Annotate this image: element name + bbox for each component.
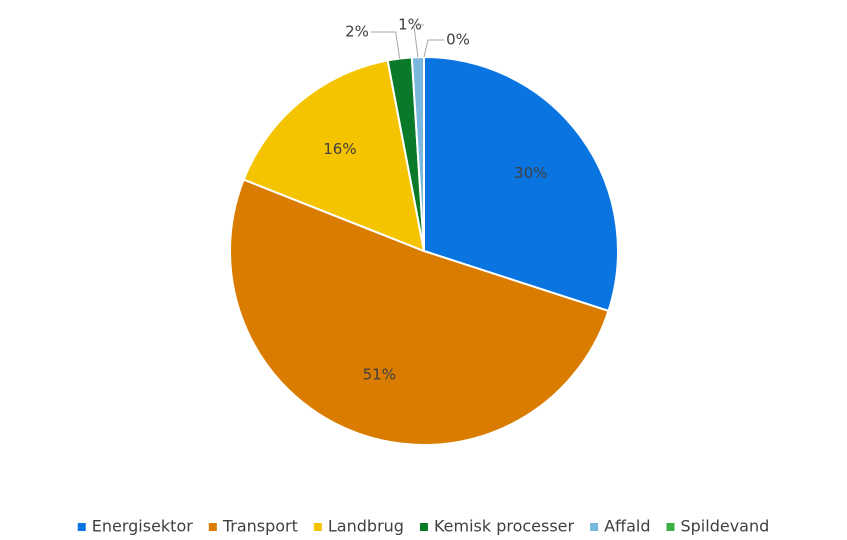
legend: Energisektor Transport Landbrug Kemisk proc… xyxy=(77,517,769,536)
legend-label: Affald xyxy=(604,517,650,536)
legend-label: Landbrug xyxy=(328,517,404,536)
legend-label: Kemisk processer xyxy=(434,517,575,536)
legend-label: Energisektor xyxy=(92,517,194,536)
legend-swatch xyxy=(313,523,322,531)
leader-line xyxy=(423,39,445,58)
leader-line xyxy=(413,24,424,58)
pie-slice xyxy=(242,59,426,253)
legend-swatch xyxy=(208,523,217,531)
data-label: 2% xyxy=(345,23,369,41)
data-label: 30% xyxy=(514,164,547,182)
legend-swatch xyxy=(590,523,599,531)
legend-label: Spildevand xyxy=(680,517,769,536)
data-label: 16% xyxy=(323,140,356,158)
leader-line xyxy=(370,31,401,59)
legend-swatch xyxy=(77,523,86,531)
legend-label: Transport xyxy=(222,517,298,536)
data-label: 0% xyxy=(446,31,470,49)
data-label: 1% xyxy=(398,16,422,34)
pie-slice xyxy=(229,178,610,446)
legend-swatch xyxy=(419,523,428,531)
data-label: 51% xyxy=(363,366,396,384)
legend-swatch xyxy=(666,523,675,531)
pie-slice xyxy=(423,55,619,313)
